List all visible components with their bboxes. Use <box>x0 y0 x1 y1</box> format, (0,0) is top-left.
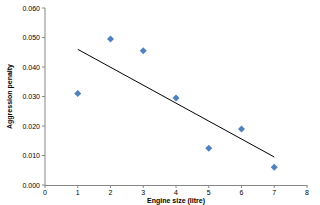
scatter-point <box>107 35 114 42</box>
scatter-point <box>173 94 180 101</box>
x-tick <box>274 185 275 188</box>
x-tick-label: 1 <box>76 189 80 196</box>
y-tick <box>42 96 45 97</box>
x-tick-label: 5 <box>207 189 211 196</box>
y-tick-label: 0.030 <box>22 93 40 100</box>
x-tick <box>176 185 177 188</box>
x-tick <box>241 185 242 188</box>
y-tick <box>42 155 45 156</box>
scatter-point <box>271 164 278 171</box>
x-tick-label: 0 <box>43 189 47 196</box>
x-tick-label: 8 <box>305 189 309 196</box>
y-tick-label: 0.020 <box>22 123 40 130</box>
chart-container: 0.000 0.010 0.020 0.030 0.040 0.050 0.060 0 1 2 3 4… <box>0 0 320 205</box>
x-tick <box>143 185 144 188</box>
y-tick-label: 0.040 <box>22 64 40 71</box>
y-tick-label: 0.000 <box>22 182 40 189</box>
y-axis-title: Aggression penalty <box>6 64 14 129</box>
x-tick-label: 3 <box>141 189 145 196</box>
y-tick <box>42 37 45 38</box>
chart-svg: 0.000 0.010 0.020 0.030 0.040 0.050 0.060 0 1 2 3 4… <box>0 0 320 205</box>
y-tick-label: 0.010 <box>22 152 40 159</box>
x-tick <box>307 185 308 188</box>
x-tick-label: 4 <box>174 189 178 196</box>
x-axis-title: Engine size (litre) <box>147 197 205 205</box>
scatter-point <box>205 145 212 152</box>
x-tick <box>77 185 78 188</box>
plot-area <box>74 35 278 170</box>
scatter-point <box>74 90 81 97</box>
y-tick-label: 0.050 <box>22 34 40 41</box>
y-tick <box>42 67 45 68</box>
x-tick <box>208 185 209 188</box>
y-tick <box>42 8 45 9</box>
trend-line <box>78 49 275 157</box>
x-tick <box>110 185 111 188</box>
scatter-point <box>140 47 147 54</box>
x-tick <box>45 185 46 188</box>
scatter-point <box>238 125 245 132</box>
x-tick-label: 7 <box>272 189 276 196</box>
x-tick-label: 2 <box>109 189 113 196</box>
x-tick-label: 6 <box>240 189 244 196</box>
y-tick-label: 0.060 <box>22 5 40 12</box>
y-tick <box>42 126 45 127</box>
